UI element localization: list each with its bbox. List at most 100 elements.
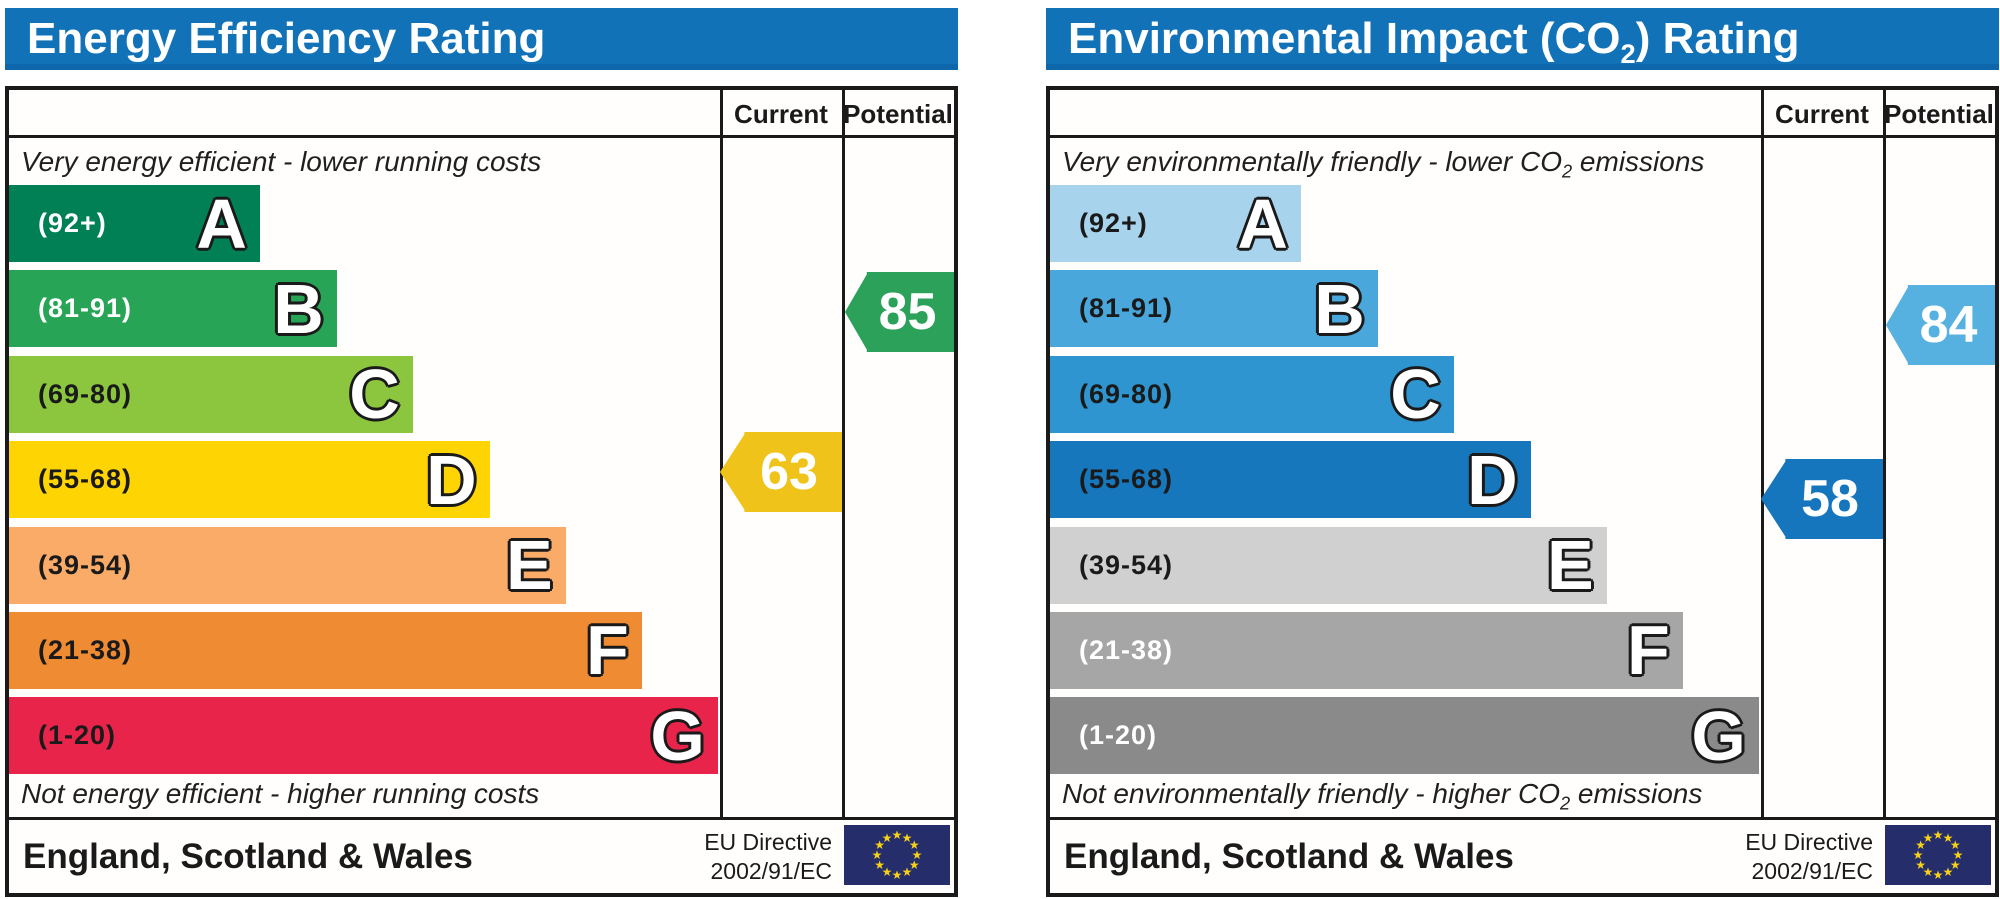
band-d-range: (55-68) (1079, 464, 1174, 495)
current-rating-marker: 63 (720, 432, 842, 512)
band-g-range: (1-20) (1079, 720, 1158, 751)
eu-flag-star: ★ (908, 838, 920, 852)
band-a: (92+) A (9, 185, 260, 262)
eu-flag-icon: ★ ★ ★ ★ ★ ★ ★ ★ ★ ★ ★ ★ (844, 825, 950, 885)
band-f-letter: F (586, 611, 629, 690)
header-divider-line (9, 135, 954, 138)
rating-bands: (92+) A (81-91) B (69-80) C (55-68) D (39-54… (9, 185, 720, 783)
footer-divider-line (9, 817, 954, 820)
band-b-letter: B (1314, 269, 1365, 348)
eu-flag-star: ★ (911, 848, 923, 862)
band-a-letter: A (1237, 184, 1288, 263)
band-g-letter: G (1691, 696, 1746, 775)
band-c-letter: C (1390, 355, 1441, 434)
band-c-range: (69-80) (38, 378, 133, 409)
eu-flag-star: ★ (891, 868, 903, 882)
chart-title-sub: 2 (1620, 37, 1636, 69)
bottom-caption: Not energy efficient - higher running co… (21, 778, 540, 809)
band-c: (69-80) C (9, 355, 413, 434)
current-rating-marker: 58 (1761, 459, 1883, 539)
eu-flag-star: ★ (1949, 858, 1961, 872)
eu-flag-star: ★ (891, 828, 903, 842)
band-e-range: (39-54) (1079, 549, 1174, 580)
band-a: (92+) A (1050, 185, 1301, 262)
chart-title: Environmental Impact (CO2) Rating (1046, 8, 1999, 70)
chart-title: Energy Efficiency Rating (5, 8, 958, 70)
band-f: (21-38) F (1050, 611, 1683, 690)
band-e: (39-54) E (1050, 526, 1607, 605)
current-column-header: Current (734, 99, 828, 129)
band-d-letter: D (426, 440, 477, 519)
chart-title-text: Energy Efficiency Rating (27, 14, 546, 63)
band-g: (1-20) G (9, 696, 718, 775)
band-b: (81-91) B (1050, 269, 1378, 348)
eu-flag-star: ★ (1912, 848, 1924, 862)
eu-flag-star: ★ (1932, 828, 1944, 842)
eu-flag-star: ★ (874, 858, 886, 872)
eu-flag-star: ★ (908, 858, 920, 872)
eu-flag-star: ★ (1915, 838, 1927, 852)
band-c-letter: C (349, 355, 400, 434)
eu-directive-label: EU Directive 2002/91/EC (704, 829, 832, 884)
band-f-range: (21-38) (38, 634, 133, 665)
band-e: (39-54) E (9, 526, 566, 605)
band-a-letter: A (196, 184, 247, 263)
chart-title-text: Environmental Impact (CO (1068, 14, 1621, 63)
potential-column-header: Potential (843, 99, 953, 129)
eu-flag-star: ★ (1949, 838, 1961, 852)
environmental-impact-chart: Environmental Impact (CO2) Rating Curren… (1046, 8, 1999, 897)
top-caption: Very energy efficient - lower running co… (21, 146, 542, 177)
rating-table-inner: Current Potential Very energy efficient … (9, 90, 954, 893)
band-b-range: (81-91) (38, 293, 133, 324)
potential-rating-marker: 85 (845, 272, 954, 352)
energy-efficiency-chart: Energy Efficiency Rating Current Potenti… (5, 8, 958, 897)
column-divider-potential (842, 90, 845, 817)
eu-flag-star: ★ (1915, 858, 1927, 872)
band-e-letter: E (1547, 526, 1594, 605)
bottom-caption: Not environmentally friendly - higher CO… (1062, 778, 1703, 814)
chart-title-text-post: ) Rating (1635, 14, 1800, 63)
eu-flag-star: ★ (1922, 865, 1934, 880)
band-e-letter: E (506, 526, 553, 605)
eu-flag-star: ★ (901, 865, 913, 880)
column-divider-current (1761, 90, 1764, 817)
eu-flag-icon: ★ ★ ★ ★ ★ ★ ★ ★ ★ ★ ★ ★ (1885, 825, 1991, 885)
eu-flag-star: ★ (874, 838, 886, 852)
band-g: (1-20) G (1050, 696, 1759, 775)
band-c-range: (69-80) (1079, 378, 1174, 409)
band-e-range: (39-54) (38, 549, 133, 580)
eu-flag-star: ★ (881, 830, 893, 845)
band-d-letter: D (1467, 440, 1518, 519)
band-a-range: (92+) (1079, 208, 1148, 238)
band-b: (81-91) B (9, 269, 337, 348)
footer-divider-line (1050, 817, 1995, 820)
potential-column-header: Potential (1884, 99, 1994, 129)
top-caption: Very environmentally friendly - lower CO… (1062, 146, 1705, 182)
region-label: England, Scotland & Wales (1064, 837, 1514, 876)
band-c: (69-80) C (1050, 355, 1454, 434)
band-g-range: (1-20) (38, 720, 117, 751)
column-divider-potential (1883, 90, 1886, 817)
band-d: (55-68) D (1050, 440, 1531, 519)
region-label: England, Scotland & Wales (23, 837, 473, 876)
eu-directive-label: EU Directive 2002/91/EC (1745, 829, 1873, 884)
potential-rating-marker: 84 (1886, 285, 1995, 365)
eu-flag-star: ★ (1932, 868, 1944, 882)
band-f-letter: F (1627, 611, 1670, 690)
band-f: (21-38) F (9, 611, 642, 690)
column-divider-current (720, 90, 723, 817)
band-f-range: (21-38) (1079, 634, 1174, 665)
eu-flag-star: ★ (1942, 865, 1954, 880)
band-d-range: (55-68) (38, 464, 133, 495)
current-column-header: Current (1775, 99, 1869, 129)
eu-flag-star: ★ (901, 830, 913, 845)
band-d: (55-68) D (9, 440, 490, 519)
band-g-letter: G (650, 696, 705, 775)
rating-table: Current Potential Very energy efficient … (5, 86, 958, 897)
band-b-letter: B (273, 269, 324, 348)
eu-flag-star: ★ (1922, 830, 1934, 845)
rating-table-inner: Current Potential Very environmentally f… (1050, 90, 1995, 893)
eu-flag-star: ★ (1942, 830, 1954, 845)
band-a-range: (92+) (38, 208, 107, 238)
